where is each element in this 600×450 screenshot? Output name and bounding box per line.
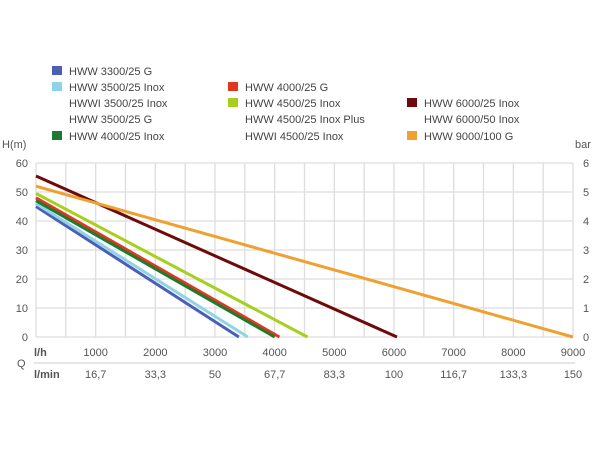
legend-swatch: [228, 98, 238, 107]
grid: [35, 162, 574, 338]
y2-tick-label: 5: [583, 187, 589, 199]
legend-swatch: [52, 82, 62, 91]
x-axis-label: Q: [17, 358, 26, 370]
y-tick-label: 0: [22, 332, 28, 344]
legend-label: HWW 3500/25 G: [69, 114, 152, 126]
y-axis-label: H(m): [2, 139, 26, 151]
x-tick-label-lh: 4000: [262, 347, 286, 359]
x-tick-label-lh: 6000: [382, 347, 406, 359]
legend-swatch: [228, 82, 238, 91]
legend-label: HWW 4000/25 G: [245, 82, 328, 94]
series-lines: [35, 174, 574, 339]
series-line-hww-4500-25-inox: [35, 192, 309, 339]
y2-axis-label: bar: [575, 139, 591, 151]
y2-tick-label: 4: [583, 216, 589, 228]
x-tick-label-lmin: 67,7: [264, 369, 285, 381]
legend-swatch: [407, 98, 417, 107]
x-tick-label-lmin: 150: [564, 369, 582, 381]
x-tick-label-lmin: 116,7: [440, 369, 467, 381]
y-tick-label: 50: [16, 187, 28, 199]
y2-tick-label: 1: [583, 303, 589, 315]
legend: HWW 3300/25 G HWW 3500/25 Inox HWWI 3500/2…: [52, 66, 520, 143]
x-tick-label-lmin: 133,3: [500, 369, 528, 381]
series-line-hww-3500-25-inox: [35, 202, 249, 339]
x-tick-label-lh: 9000: [561, 347, 585, 359]
y-tick-label: 40: [16, 216, 28, 228]
y2-tick-label: 0: [583, 332, 589, 344]
legend-swatch: [52, 131, 62, 140]
y-tick-label: 30: [16, 245, 28, 257]
legend-label: HWW 4500/25 Inox: [245, 98, 341, 110]
x-tick-label-lh: 1000: [83, 347, 107, 359]
x-unit-lh: l/h: [34, 347, 47, 359]
x-tick-label-lmin: 33,3: [145, 369, 166, 381]
series-line-hww-3300-25-g: [35, 205, 240, 339]
series-line-hww-9000-100-g: [35, 184, 574, 339]
y-tick-label: 10: [16, 303, 28, 315]
x-unit-lmin: l/min: [34, 369, 60, 381]
y-tick-label: 60: [16, 158, 28, 170]
x-tick-label-lh: 3000: [203, 347, 227, 359]
legend-label: HWW 3500/25 Inox: [69, 82, 165, 94]
series-line-hww-4000-25-inox: [35, 199, 276, 339]
x-tick-label-lmin: 16,7: [85, 369, 106, 381]
y2-tick-label: 6: [583, 158, 589, 170]
y-tick-label: 20: [16, 274, 28, 286]
legend-label: HWW 6000/50 Inox: [424, 114, 520, 126]
axes: 0 10 20 30 40 50 60 0 1 2 3 4 5 6 H(m) bar 1000 2000 3000 4…: [2, 139, 591, 381]
legend-swatch: [52, 66, 62, 75]
legend-label: HWW 6000/25 Inox: [424, 98, 520, 110]
legend-label: HWW 4000/25 Inox: [69, 131, 165, 143]
x-tick-label-lh: 7000: [441, 347, 465, 359]
x-tick-label-lh: 8000: [501, 347, 525, 359]
x-tick-label-lmin: 83,3: [324, 369, 345, 381]
y2-tick-label: 2: [583, 274, 589, 286]
legend-label: HWW 3300/25 G: [69, 66, 152, 78]
legend-label: HWWI 4500/25 Inox: [245, 131, 344, 143]
x-tick-label-lmin: 100: [385, 369, 403, 381]
legend-label: HWW 9000/100 G: [424, 131, 513, 143]
x-tick-label-lmin: 50: [209, 369, 221, 381]
legend-swatch: [407, 131, 417, 140]
legend-label: HWW 4500/25 Inox Plus: [245, 114, 365, 126]
x-tick-label-lh: 5000: [322, 347, 346, 359]
series-line-hww-4000-25-g: [35, 196, 281, 339]
y2-tick-label: 3: [583, 245, 589, 257]
legend-label: HWWI 3500/25 Inox: [69, 98, 168, 110]
x-tick-label-lh: 2000: [143, 347, 167, 359]
